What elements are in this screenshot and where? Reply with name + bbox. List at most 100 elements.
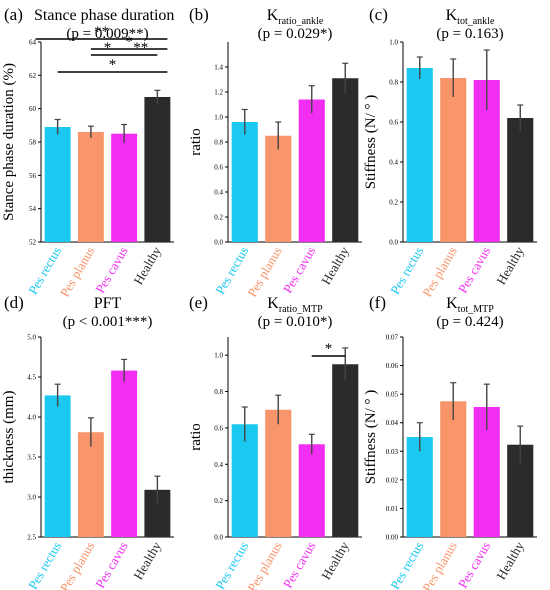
- y-tick-label: 0.06: [386, 362, 399, 370]
- chart-title: Kratio_ankle: [267, 7, 324, 27]
- y-tick-label: 0.0: [214, 239, 223, 247]
- y-tick-label: 0.00: [386, 534, 399, 542]
- y-tick-label: 0.03: [386, 448, 399, 456]
- chart-title-main: K: [446, 295, 458, 312]
- x-tick-label: Healthy: [493, 244, 527, 288]
- y-tick-label: 1.0: [389, 39, 398, 47]
- p-value: (p = 0.163): [436, 26, 503, 42]
- y-tick-label: 0.01: [386, 505, 399, 513]
- panel-label: (a): [4, 5, 23, 24]
- y-tick-label: 3.5: [27, 454, 36, 462]
- x-tick-label: Pes cavus: [455, 539, 493, 590]
- x-tick-label: Pes rectus: [387, 539, 426, 590]
- bar-pes-rectus: [231, 122, 258, 242]
- y-tick-label: 1.0: [214, 114, 223, 122]
- chart-title-subscript: ratio_MTP: [279, 304, 323, 315]
- y-tick-label: 58: [29, 139, 37, 147]
- chart-title: Kratio_MTP: [267, 295, 323, 315]
- x-tick-label: Healthy: [318, 244, 352, 288]
- y-tick-label: 0.0: [389, 239, 398, 247]
- y-tick-label: 0.8: [214, 139, 223, 147]
- x-tick-label: Pes cavus: [280, 539, 318, 590]
- y-tick-label: 56: [29, 172, 37, 180]
- y-tick-label: 4.5: [27, 374, 36, 382]
- bar-pes-planus: [77, 432, 104, 537]
- y-tick-label: 0.8: [214, 388, 223, 396]
- p-value: (p = 0.009**): [66, 26, 148, 42]
- chart-title-subscript: tot_ankle: [457, 16, 495, 27]
- y-tick-label: 3.0: [27, 494, 36, 502]
- y-tick-label: 4.0: [27, 414, 36, 422]
- y-tick-label: 0.0: [214, 534, 223, 542]
- bar-pes-rectus: [44, 127, 71, 242]
- chart-title-main: Stance phase duration: [34, 7, 174, 24]
- y-axis-label: Stiffness (N/ ° ): [363, 95, 379, 189]
- x-tick-label: Pes cavus: [455, 244, 493, 296]
- bar-pes-cavus: [111, 370, 138, 537]
- bar-pes-planus: [440, 78, 467, 242]
- y-axis-label: thickness (mm): [1, 391, 17, 484]
- chart-title-subscript: ratio_ankle: [278, 16, 324, 27]
- chart-title: PFT: [94, 295, 122, 312]
- y-axis-label: Stance phase duration (%): [1, 63, 17, 221]
- x-tick-label: Healthy: [493, 539, 527, 583]
- panel-label: (c): [369, 5, 388, 24]
- x-tick-label: Pes rectus: [212, 539, 251, 590]
- panel-label: (e): [189, 293, 208, 312]
- x-tick-label: Pes cavus: [280, 244, 318, 296]
- chart-panel-6: (f) Ktot_MTP(p = 0.424) Stiffness (N/ ° ) 0…: [363, 293, 537, 590]
- x-tick-label: Healthy: [130, 244, 164, 288]
- bar-healthy: [507, 118, 534, 242]
- y-tick-label: 1.0: [214, 352, 223, 360]
- y-tick-label: 0.8: [389, 79, 398, 87]
- y-tick-label: 0.05: [386, 391, 399, 399]
- panel-label: (d): [4, 293, 24, 312]
- y-tick-label: 0.2: [214, 214, 223, 222]
- y-tick-label: 60: [29, 105, 37, 113]
- chart-title-main: K: [267, 295, 279, 312]
- y-tick-label: 0.4: [214, 461, 223, 469]
- bar-pes-rectus: [44, 395, 71, 537]
- chart-title: Ktot_ankle: [446, 7, 495, 27]
- y-tick-label: 0.04: [386, 419, 399, 427]
- bar-pes-rectus: [231, 424, 258, 537]
- y-tick-label: 54: [29, 205, 37, 213]
- x-tick-label: Healthy: [318, 539, 352, 583]
- bar-pes-rectus: [406, 68, 433, 242]
- chart-panel-1: (a) Stance phase duration (p = 0.009**) Sta…: [1, 5, 174, 299]
- y-tick-label: 5.0: [27, 334, 36, 342]
- p-value: (p < 0.001***): [63, 314, 153, 330]
- x-tick-label: Healthy: [130, 539, 164, 583]
- y-tick-label: 0.07: [386, 334, 399, 342]
- y-axis-label: Stiffness (N/ ° ): [363, 390, 379, 484]
- y-tick-label: 0.6: [214, 164, 223, 172]
- chart-panel-5: (e) Kratio_MTP(p = 0.010*) ratio 0.0 0.2 0.4 0…: [188, 293, 362, 590]
- p-value: (p = 0.010*): [258, 314, 333, 330]
- significance-marker: **: [133, 40, 148, 56]
- bar-pes-planus: [265, 135, 292, 242]
- significance-marker: *: [325, 341, 333, 357]
- panel-label: (b): [189, 5, 209, 24]
- chart-title-main: K: [446, 7, 458, 24]
- y-tick-label: 2.5: [27, 534, 36, 542]
- bar-pes-planus: [77, 132, 104, 242]
- y-tick-label: 0.2: [389, 199, 398, 207]
- chart-panel-2: (b) Kratio_ankle(p = 0.029*) ratio 0.0 0.2 0.…: [188, 5, 362, 299]
- y-axis-label: ratio: [188, 128, 204, 156]
- panel-label: (f): [369, 293, 386, 312]
- bar-pes-cavus: [111, 133, 138, 242]
- y-tick-label: 0.2: [214, 497, 223, 505]
- y-tick-label: 0.4: [214, 189, 223, 197]
- y-tick-label: 0.02: [386, 476, 399, 484]
- chart-title-main: K: [267, 7, 279, 24]
- significance-marker: *: [125, 34, 133, 50]
- bar-healthy: [144, 97, 171, 242]
- bar-healthy: [332, 364, 359, 537]
- x-tick-label: Pes cavus: [92, 539, 130, 590]
- bar-pes-cavus: [298, 444, 325, 537]
- y-tick-label: 0.6: [389, 119, 398, 127]
- chart-panel-3: (c) Ktot_ankle(p = 0.163) Stiffness (N/ ° …: [363, 5, 537, 299]
- chart-title-main: PFT: [94, 295, 122, 312]
- significance-marker: *: [104, 40, 112, 56]
